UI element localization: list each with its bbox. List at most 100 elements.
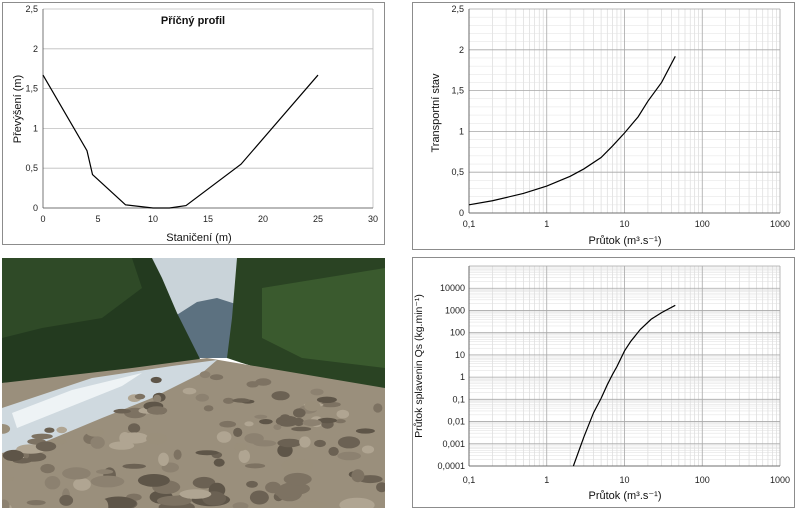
y-tick-label: 0,001: [442, 439, 465, 449]
photo-stone: [147, 406, 168, 415]
photo-stone: [158, 452, 169, 466]
photo-stone: [73, 478, 91, 491]
y-tick-label: 2,5: [451, 4, 464, 14]
photo-stone: [153, 394, 162, 403]
y-tick-label: 1,5: [451, 86, 464, 96]
photo-stone: [122, 463, 146, 469]
x-tick-label: 10: [148, 214, 158, 224]
photo-stone: [213, 458, 225, 467]
photo-stone: [336, 409, 350, 419]
y-tick-label: 10: [455, 350, 465, 360]
photo-stone: [373, 403, 383, 413]
x-tick-label: 1000: [770, 475, 790, 485]
y-tick-label: 0: [33, 203, 38, 213]
y-tick-label: 0,1: [452, 394, 465, 404]
photo-stone: [277, 438, 302, 448]
photo-stone: [146, 432, 168, 445]
photo-stone: [90, 436, 105, 449]
y-axis-label: Průtok splavenin Qs (kg.min⁻¹): [413, 294, 425, 438]
photo-stone: [238, 449, 250, 463]
photo-stone: [40, 463, 55, 474]
x-tick-label: 1000: [770, 219, 790, 229]
photo-stone: [2, 449, 24, 462]
photo-stone: [113, 408, 131, 414]
transport-state-panel: 0 0,5 1 1,5 2 2,5 0,1 1 10 100 1000 Průtok (m³.s⁻¹)…: [412, 2, 795, 250]
photo-stone: [289, 501, 327, 508]
photo-stone: [44, 476, 61, 490]
photo-stone: [210, 374, 224, 381]
y-tick-label: 1,5: [25, 84, 38, 94]
photo-stone: [244, 421, 254, 427]
photo-stone: [281, 458, 314, 473]
y-tick-label: 0,0001: [437, 461, 465, 471]
photo-stone: [35, 441, 57, 452]
x-axis-label: Průtok (m³.s⁻¹): [588, 490, 661, 502]
photo-stone: [259, 419, 273, 425]
photo-stone: [2, 470, 10, 477]
x-tick-label: 100: [695, 219, 710, 229]
cross-profile-chart: 0 0,5 1 1,5 2 2,5 0 5 10 15 20 25 30 Příčný profil Sta…: [12, 4, 378, 244]
photo-left-forest-top: [2, 258, 142, 338]
photo-stone: [216, 431, 232, 443]
photo-stone: [173, 449, 182, 460]
photo-stone: [335, 419, 346, 424]
photo-stone: [31, 433, 53, 440]
photo-stone: [351, 469, 365, 483]
photo-stone: [96, 469, 114, 475]
y-tick-label: 0: [459, 208, 464, 218]
photo-stone: [233, 427, 243, 437]
y-tick-label: 0,01: [447, 417, 465, 427]
photo-stone: [134, 393, 146, 400]
photo-stone: [317, 417, 338, 424]
photo-stone: [223, 397, 234, 404]
photo-stone: [280, 414, 291, 421]
photo-stone: [109, 441, 135, 450]
photo-stone: [233, 442, 248, 451]
photo-stone: [291, 426, 312, 432]
sediment-discharge-chart: 0,0001 0,001 0,01 0,1 1 10 100 1000 10000 0,1 1 10 1…: [413, 265, 790, 502]
photo-stone: [182, 387, 197, 395]
y-tick-label: 10000: [440, 283, 465, 293]
photo-stone: [86, 427, 104, 437]
photo-stone: [232, 502, 249, 508]
photo-stone: [337, 436, 361, 449]
photo-stone: [244, 433, 264, 444]
x-tick-label: 1: [544, 219, 549, 229]
y-axis-label: Převýšení (m): [12, 75, 24, 143]
photo-stone: [283, 472, 312, 486]
photo-stone: [328, 446, 339, 456]
x-tick-label: 0: [40, 214, 45, 224]
photo-stone: [337, 451, 362, 461]
photo-stone: [254, 414, 268, 419]
x-tick-label: 100: [695, 475, 710, 485]
river-photo: [2, 258, 385, 508]
y-tick-label: 2,5: [25, 4, 38, 14]
photo-stone: [249, 490, 269, 505]
photo-stone: [150, 376, 162, 384]
y-tick-label: 0,5: [25, 163, 38, 173]
x-tick-label: 30: [368, 214, 378, 224]
photo-stone: [203, 405, 214, 412]
x-tick-label: 10: [619, 475, 629, 485]
profile-line: [42, 74, 319, 209]
photo-stone: [304, 401, 321, 412]
photo-stone: [302, 419, 322, 427]
x-axis-label: Staničení (m): [166, 232, 231, 244]
photo-stone: [376, 482, 385, 493]
y-axis-label: Transportní stav: [430, 73, 442, 153]
photo-stone: [271, 391, 290, 401]
photo-stone: [273, 424, 282, 430]
photo-stone: [310, 388, 324, 396]
photo-stone: [2, 424, 11, 434]
photo-stone: [293, 408, 306, 418]
photo-stone: [156, 495, 192, 506]
photo-water-foam: [12, 373, 142, 428]
photo-stone: [355, 428, 375, 434]
photo-stone: [219, 420, 237, 428]
photo-water: [2, 360, 217, 453]
photo-stone: [299, 436, 311, 448]
photo-stone: [137, 474, 170, 487]
photo-right-forest-light: [262, 268, 385, 368]
y-tick-label: 1: [460, 372, 465, 382]
sediment-curve: [572, 304, 676, 467]
